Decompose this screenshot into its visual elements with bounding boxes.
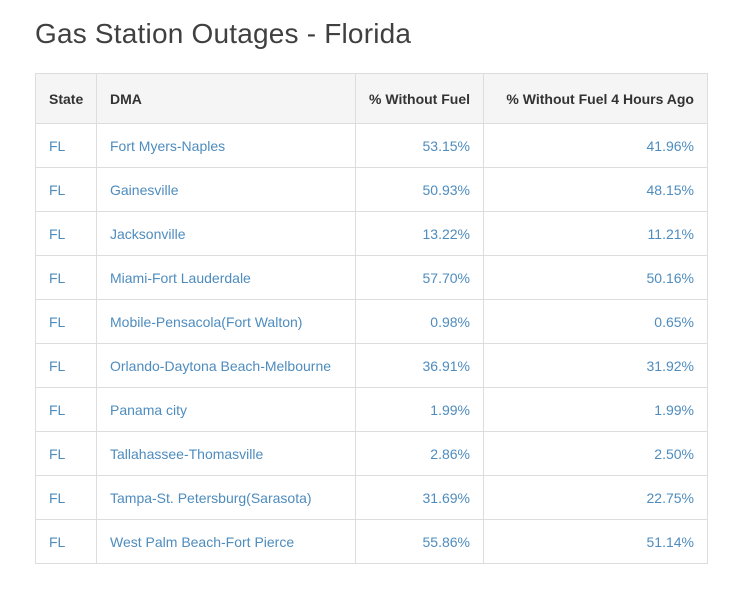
pct-without-fuel-4h-cell: 51.14%: [483, 519, 708, 565]
dma-link[interactable]: Jacksonville: [110, 225, 186, 242]
table-row: FL Jacksonville 13.22% 11.21%: [35, 211, 708, 257]
state-link[interactable]: FL: [49, 489, 66, 506]
state-cell: FL: [35, 299, 97, 345]
dma-link[interactable]: Tallahassee-Thomasville: [110, 445, 264, 462]
state-link[interactable]: FL: [49, 269, 66, 286]
dma-link[interactable]: Orlando-Daytona Beach-Melbourne: [110, 357, 332, 374]
state-link[interactable]: FL: [49, 137, 66, 154]
state-cell: FL: [35, 343, 97, 389]
state-link[interactable]: FL: [49, 445, 66, 462]
table-row: FL Tampa-St. Petersburg(Sarasota) 31.69%…: [35, 475, 708, 521]
dma-cell: West Palm Beach-Fort Pierce: [96, 519, 356, 565]
table-row: FL Orlando-Daytona Beach-Melbourne 36.91…: [35, 343, 708, 389]
dma-link[interactable]: Panama city: [110, 401, 188, 418]
pct-without-fuel-4h-cell: 41.96%: [483, 123, 708, 169]
pct-without-fuel-4h-cell: 11.21%: [483, 211, 708, 257]
table-row: FL West Palm Beach-Fort Pierce 55.86% 51…: [35, 519, 708, 565]
pct-without-fuel-4h-cell: 0.65%: [483, 299, 708, 345]
dma-cell: Orlando-Daytona Beach-Melbourne: [96, 343, 356, 389]
column-header-pct-without-fuel-4h: % Without Fuel 4 Hours Ago: [483, 73, 708, 125]
state-cell: FL: [35, 431, 97, 477]
state-cell: FL: [35, 211, 97, 257]
dma-link[interactable]: Fort Myers-Naples: [110, 137, 226, 154]
state-link[interactable]: FL: [49, 181, 66, 198]
pct-without-fuel-4h-cell: 2.50%: [483, 431, 708, 477]
table-row: FL Gainesville 50.93% 48.15%: [35, 167, 708, 213]
pct-without-fuel-cell: 2.86%: [355, 431, 484, 477]
dma-cell: Mobile-Pensacola(Fort Walton): [96, 299, 356, 345]
dma-cell: Panama city: [96, 387, 356, 433]
page-container: Gas Station Outages - Florida State DMA …: [35, 18, 708, 565]
state-cell: FL: [35, 387, 97, 433]
pct-without-fuel-cell: 57.70%: [355, 255, 484, 301]
header-row: State DMA % Without Fuel % Without Fuel …: [35, 73, 708, 125]
table-header: State DMA % Without Fuel % Without Fuel …: [35, 73, 708, 125]
dma-cell: Jacksonville: [96, 211, 356, 257]
pct-without-fuel-cell: 0.98%: [355, 299, 484, 345]
pct-without-fuel-cell: 1.99%: [355, 387, 484, 433]
dma-cell: Fort Myers-Naples: [96, 123, 356, 169]
dma-link[interactable]: West Palm Beach-Fort Pierce: [110, 533, 295, 550]
table-row: FL Mobile-Pensacola(Fort Walton) 0.98% 0…: [35, 299, 708, 345]
dma-cell: Gainesville: [96, 167, 356, 213]
table-row: FL Tallahassee-Thomasville 2.86% 2.50%: [35, 431, 708, 477]
state-link[interactable]: FL: [49, 533, 66, 550]
state-link[interactable]: FL: [49, 401, 66, 418]
state-cell: FL: [35, 475, 97, 521]
table-row: FL Fort Myers-Naples 53.15% 41.96%: [35, 123, 708, 169]
column-header-dma: DMA: [96, 73, 356, 125]
pct-without-fuel-4h-cell: 22.75%: [483, 475, 708, 521]
outages-table: State DMA % Without Fuel % Without Fuel …: [35, 73, 708, 565]
state-cell: FL: [35, 519, 97, 565]
state-cell: FL: [35, 255, 97, 301]
dma-cell: Tampa-St. Petersburg(Sarasota): [96, 475, 356, 521]
state-cell: FL: [35, 123, 97, 169]
dma-link[interactable]: Miami-Fort Lauderdale: [110, 269, 251, 286]
pct-without-fuel-4h-cell: 48.15%: [483, 167, 708, 213]
page-title: Gas Station Outages - Florida: [35, 18, 412, 49]
column-header-pct-without-fuel: % Without Fuel: [355, 73, 484, 125]
table-row: FL Panama city 1.99% 1.99%: [35, 387, 708, 433]
table-row: FL Miami-Fort Lauderdale 57.70% 50.16%: [35, 255, 708, 301]
pct-without-fuel-cell: 55.86%: [355, 519, 484, 565]
column-header-state: State: [35, 73, 97, 125]
pct-without-fuel-4h-cell: 31.92%: [483, 343, 708, 389]
dma-cell: Tallahassee-Thomasville: [96, 431, 356, 477]
state-link[interactable]: FL: [49, 225, 66, 242]
dma-link[interactable]: Mobile-Pensacola(Fort Walton): [110, 313, 303, 330]
state-cell: FL: [35, 167, 97, 213]
pct-without-fuel-cell: 36.91%: [355, 343, 484, 389]
pct-without-fuel-4h-cell: 1.99%: [483, 387, 708, 433]
table-body: FL Fort Myers-Naples 53.15% 41.96% FL Ga…: [35, 123, 708, 565]
dma-link[interactable]: Tampa-St. Petersburg(Sarasota): [110, 489, 312, 506]
pct-without-fuel-cell: 31.69%: [355, 475, 484, 521]
state-link[interactable]: FL: [49, 313, 66, 330]
pct-without-fuel-cell: 13.22%: [355, 211, 484, 257]
pct-without-fuel-4h-cell: 50.16%: [483, 255, 708, 301]
pct-without-fuel-cell: 53.15%: [355, 123, 484, 169]
dma-cell: Miami-Fort Lauderdale: [96, 255, 356, 301]
state-link[interactable]: FL: [49, 357, 66, 374]
pct-without-fuel-cell: 50.93%: [355, 167, 484, 213]
dma-link[interactable]: Gainesville: [110, 181, 179, 198]
